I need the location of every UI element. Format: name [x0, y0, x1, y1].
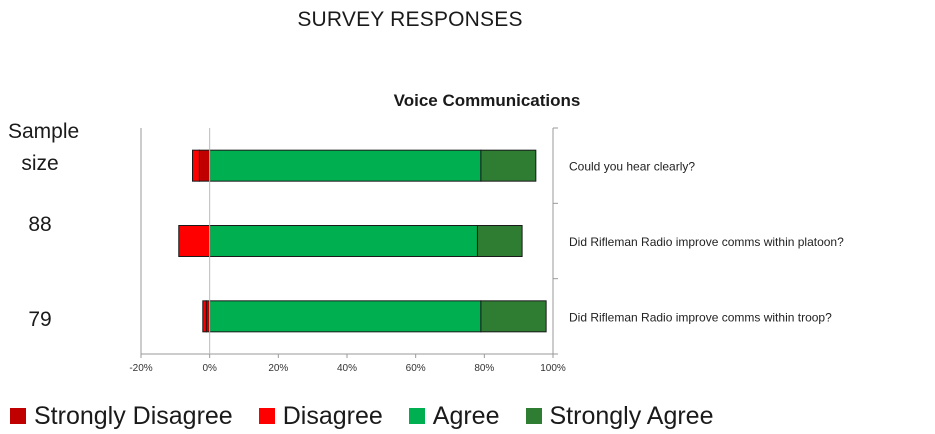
sample-size-label: Sample size	[8, 116, 80, 180]
x-tick-label: 0%	[202, 363, 217, 374]
sample-size-label-line2: size	[21, 152, 59, 175]
bar-segment	[480, 300, 547, 333]
category-label: Could you hear clearly?	[569, 160, 695, 174]
sample-size-label-line1: Sample	[8, 120, 80, 143]
legend-label: Disagree	[282, 401, 383, 430]
chart-title: Voice Communications	[394, 91, 581, 110]
x-tick-label: -20%	[129, 363, 152, 374]
legend-item: Agree	[408, 401, 500, 431]
x-tick-label: 20%	[268, 363, 288, 374]
x-tick-label: 60%	[406, 363, 426, 374]
x-tick-label: 40%	[337, 363, 357, 374]
legend-label: Agree	[432, 401, 500, 430]
page-title: SURVEY RESPONSES	[297, 8, 523, 31]
bar-segment	[209, 300, 482, 333]
legend-swatch	[258, 408, 275, 424]
legend-swatch	[10, 408, 26, 424]
bar-segment	[480, 149, 537, 182]
sample-size-value-troop: 79	[28, 308, 52, 331]
category-label: Did Rifleman Radio improve comms within …	[569, 310, 832, 324]
legend-item: Strongly Disagree	[10, 402, 233, 431]
legend-item: Disagree	[258, 401, 383, 431]
bar-segment	[209, 149, 482, 182]
legend-label: Strongly Disagree	[34, 401, 233, 430]
bar-segment	[202, 300, 207, 333]
chart: Voice Communications -20% 0% 20% 40% 60% 80% 10…	[129, 91, 844, 374]
legend-swatch	[525, 408, 542, 424]
bar-segment	[209, 225, 478, 257]
legend-swatch	[408, 408, 425, 424]
category-label: Did Rifleman Radio improve comms within …	[569, 235, 844, 249]
legend: Strongly Disagree Disagree Agree Strongly A…	[10, 398, 740, 434]
bar-segment	[476, 225, 523, 257]
legend-label: Strongly Agree	[549, 401, 714, 430]
bar-segment	[178, 225, 211, 257]
x-tick-label: 80%	[474, 363, 494, 374]
bar-segment	[205, 300, 211, 333]
x-tick-label: 100%	[540, 363, 566, 374]
sample-size-value-platoon: 88	[28, 213, 52, 236]
bar-segment	[198, 149, 211, 182]
legend-item: Strongly Agree	[525, 401, 714, 431]
bar-segment	[192, 149, 200, 182]
